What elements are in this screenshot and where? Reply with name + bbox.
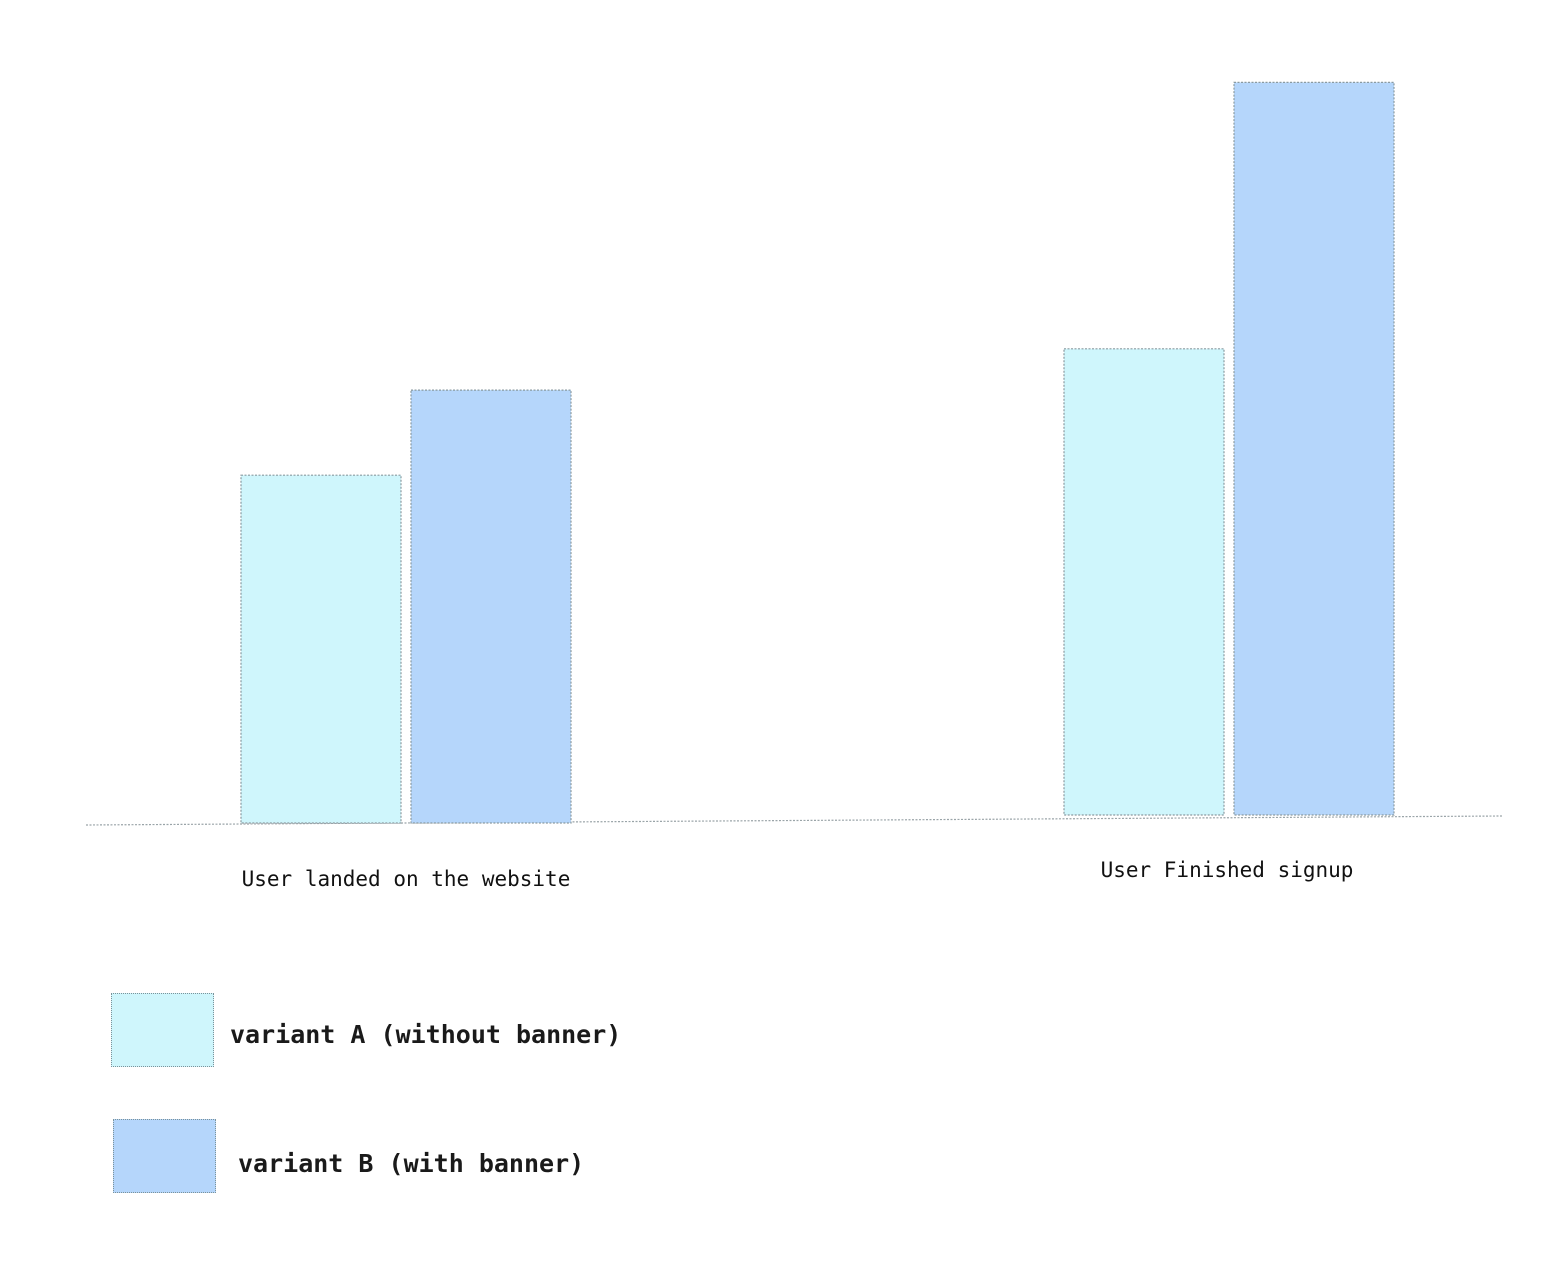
category-label-signup: User Finished signup [1101, 858, 1354, 882]
bar-variant-b-signup [1233, 81, 1395, 816]
swatch-icon [113, 1119, 216, 1193]
bars-layer [240, 81, 1395, 824]
bar-variant-b-landed [410, 389, 572, 824]
x-axis-baseline [85, 815, 1503, 826]
legend-label-variant-a: variant A (without banner) [230, 1020, 622, 1049]
bar-variant-a-signup [1063, 348, 1225, 816]
category-label-landed: User landed on the website [242, 867, 571, 891]
legend-item-variant-a: variant A (without banner) [0, 993, 700, 1073]
legend-item-variant-b: variant B (with banner) [0, 1119, 700, 1199]
swatch-icon [111, 993, 214, 1067]
bar-chart: User landed on the website User Finished… [85, 81, 1503, 891]
legend-label-variant-b: variant B (with banner) [238, 1149, 585, 1178]
bar-variant-a-landed [240, 474, 402, 824]
